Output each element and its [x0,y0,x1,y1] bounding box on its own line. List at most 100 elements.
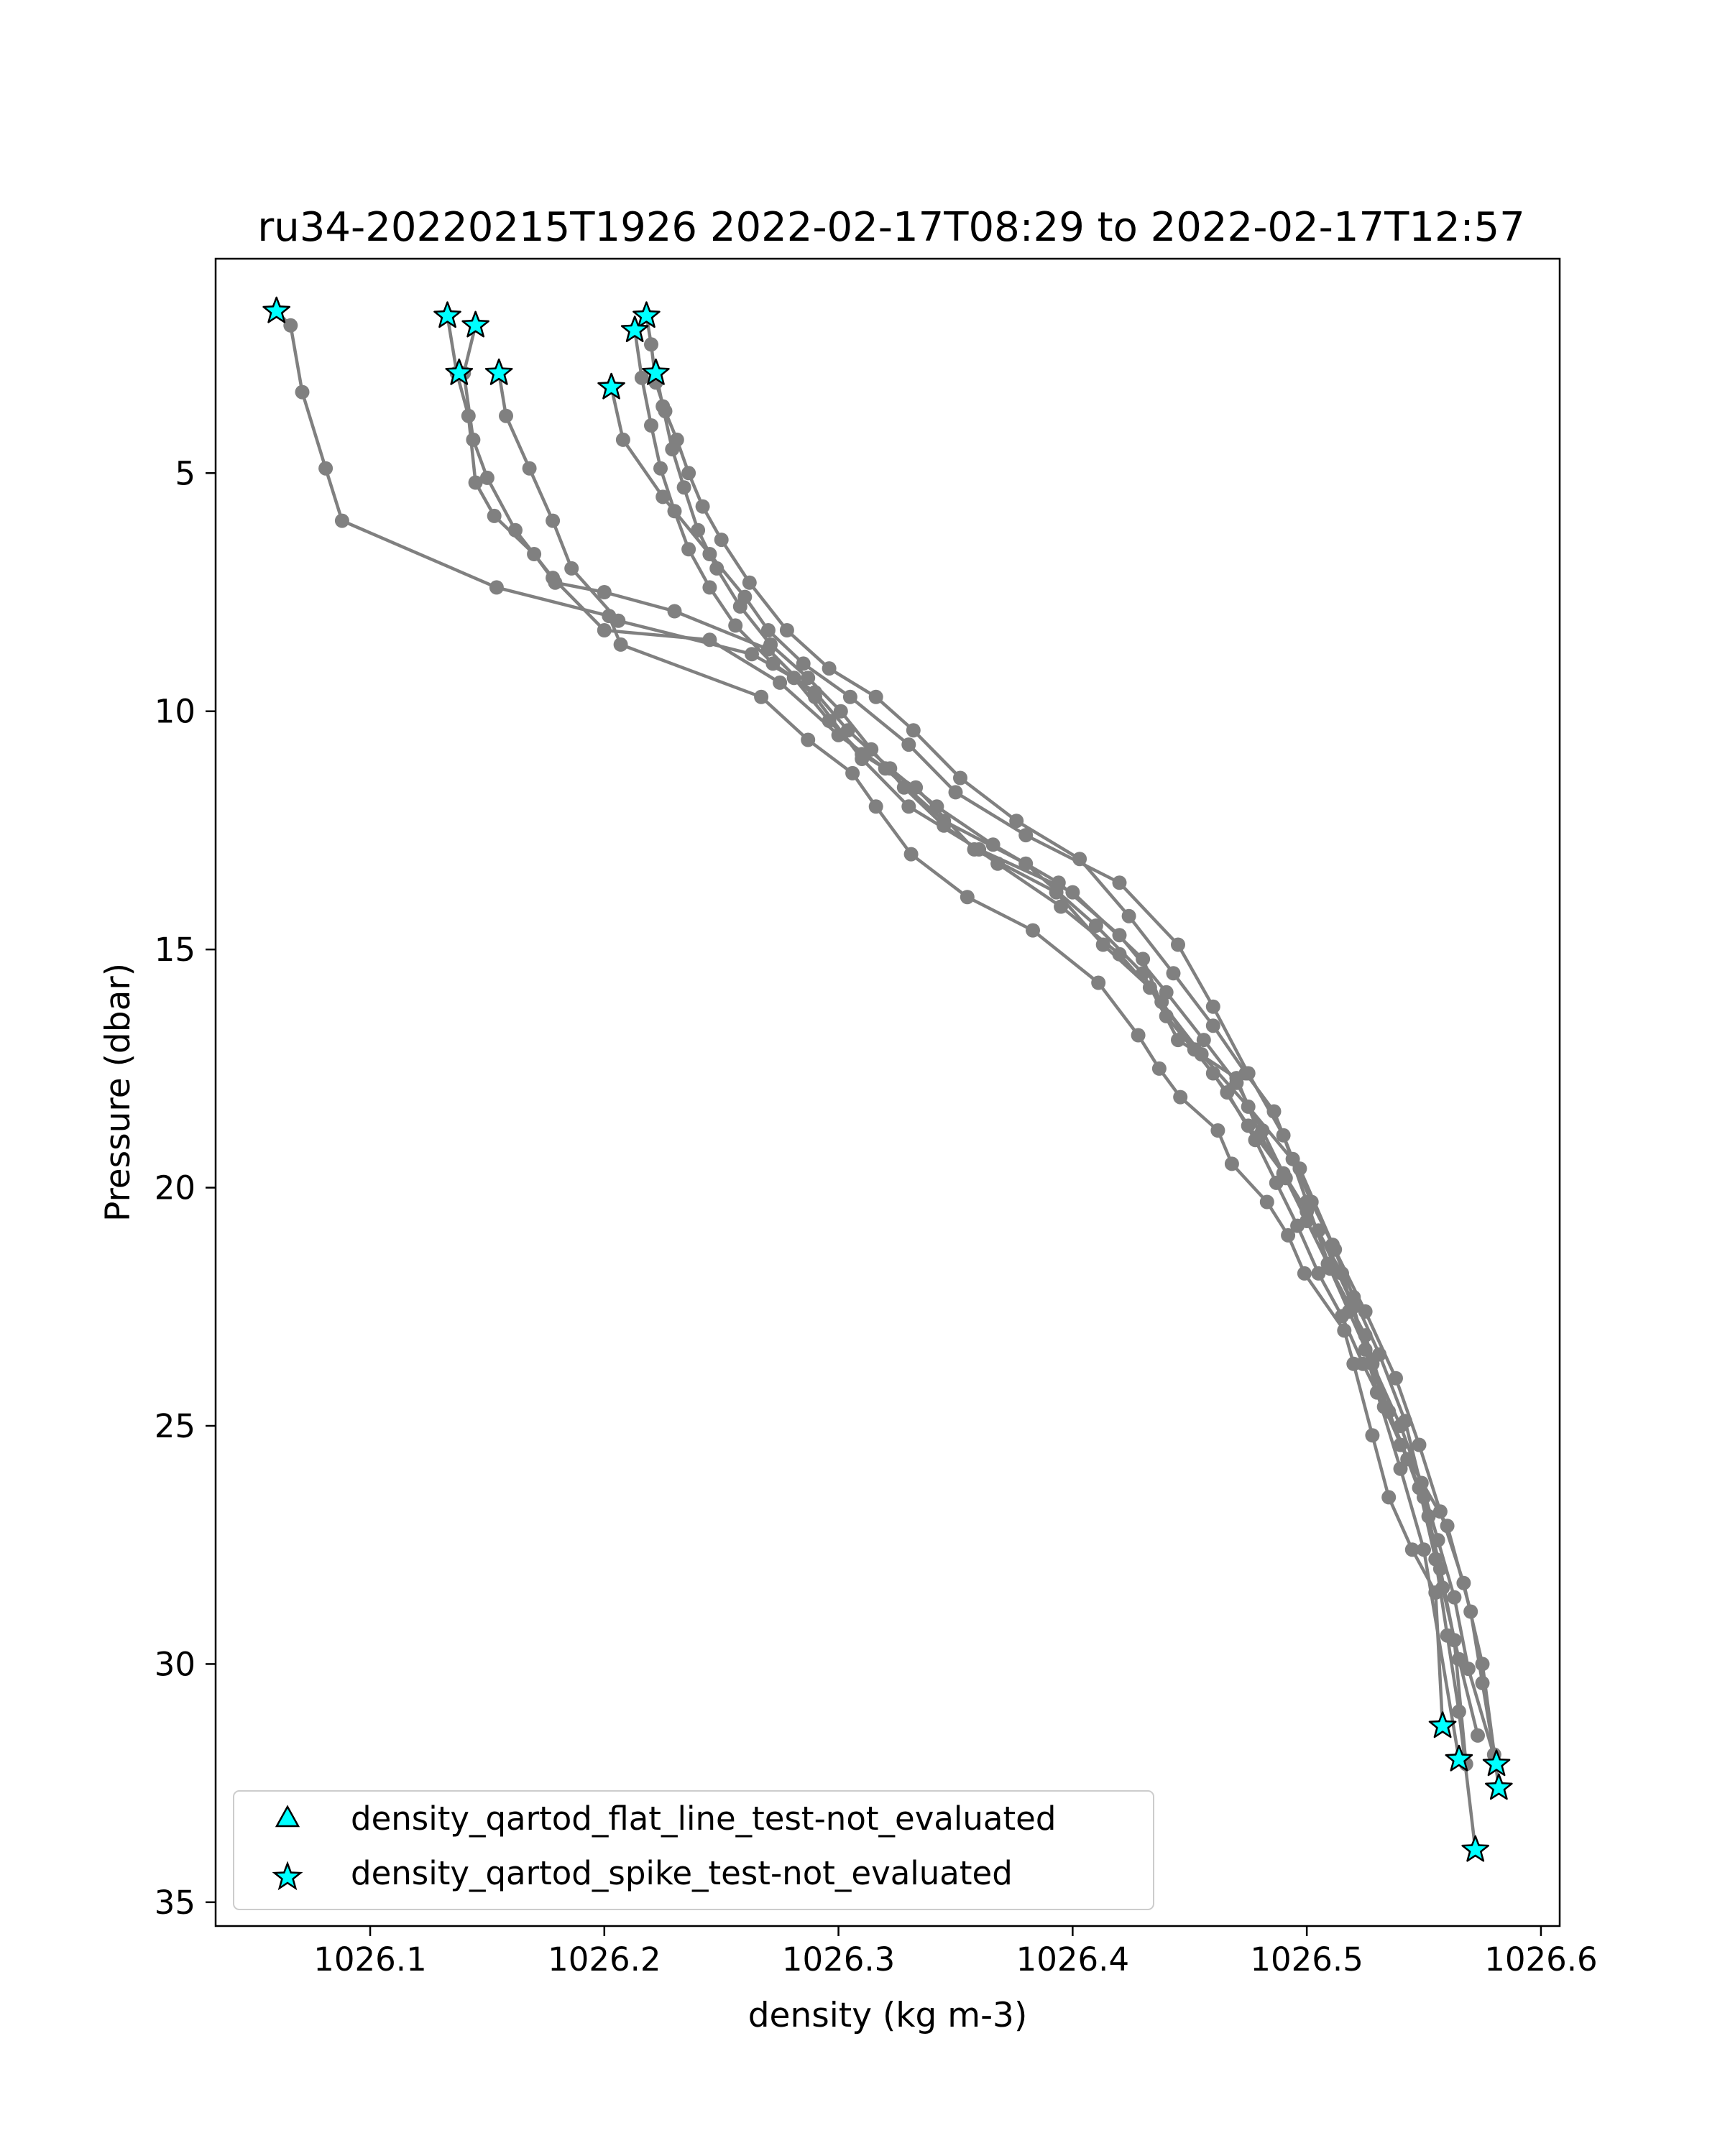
profile-point [990,856,1006,871]
profile-point [676,480,691,495]
profile-point [564,561,579,576]
profile-point [597,585,612,599]
profile-point [1475,1657,1490,1672]
profile-point [960,890,975,905]
profile-point [742,575,757,590]
profile-point [745,647,759,662]
profile-series-1 [269,303,1450,1733]
profile-point [906,723,921,738]
y-tick-label: 30 [155,1645,196,1683]
spike-flag-star [1482,1749,1511,1777]
spike-flag-layer [262,296,1513,1862]
profile-point [1072,852,1087,867]
profile-point [864,742,879,757]
profile-point [702,580,717,595]
x-axis: 1026.1 1026.2 1026.3 1026.4 1026.5 1026.6 [313,1926,1598,1978]
profile-point [1151,1061,1167,1076]
profile-point [1393,1419,1408,1433]
x-axis-label: density (kg m-3) [748,1996,1028,2035]
profile-point [1091,975,1106,990]
flat-line-triangle-icon [275,1805,300,1828]
profile-point [709,561,724,576]
profile-point [1460,1662,1476,1677]
profile-point [499,408,513,423]
profile-point [1238,1066,1254,1081]
profile-point [1154,995,1169,1010]
y-axis: 5 10 15 20 25 30 35 [155,454,216,1922]
profile-point [1389,1370,1403,1386]
profile-point [822,714,837,728]
profile-point [283,318,298,333]
profile-point [985,837,1000,852]
y-tick-label: 35 [155,1884,196,1922]
spike-flag-star [597,372,625,400]
profile-point [1356,1356,1371,1371]
profile-point [615,432,630,447]
profile-point [796,656,811,671]
profile-point [667,504,682,519]
profile-point [1269,1175,1284,1190]
profile-point [1297,1266,1312,1281]
profile-point [779,623,794,637]
profile-point [1346,1290,1361,1304]
profile-point [1412,1437,1427,1452]
profile-point [901,737,916,752]
profile-point [1311,1266,1326,1281]
profile-point [1018,828,1034,843]
profile-point [1205,999,1220,1014]
profile-point [1432,1504,1448,1519]
x-tick-label: 1026.2 [548,1940,661,1978]
profile-point [479,470,494,485]
x-tick-label: 1026.1 [313,1940,426,1978]
profile-point [489,580,504,595]
profile-point [613,637,628,652]
profile-point [318,461,334,476]
profile-point [1451,1651,1466,1667]
profile-point [522,461,537,476]
profile-point [948,785,963,800]
profile-point [1320,1256,1335,1271]
profile-point [1051,875,1066,890]
profile-point [1259,1194,1274,1210]
profile-point [1054,899,1069,914]
profile-point [929,799,944,814]
profile-point [1281,1227,1296,1243]
profile-point [508,522,523,538]
profile-point [334,513,349,528]
profile-point [1325,1238,1340,1253]
profile-point [1009,814,1024,829]
plot-frame [214,257,1561,1927]
y-axis-label: Pressure (dbar) [98,963,138,1222]
profile-point [760,623,776,637]
profile-point [1112,928,1127,943]
profile-point [765,656,781,671]
profile-point [801,671,816,686]
profile-point [653,461,668,476]
profile-point [295,384,310,400]
profile-point [1456,1575,1471,1590]
profile-point [773,675,788,690]
profile-point [1285,1151,1300,1166]
y-tick-label: 10 [155,693,196,731]
y-tick-label: 5 [175,454,196,492]
profile-point [691,522,706,538]
profile-point [1376,1399,1392,1414]
profile-point [1136,952,1151,967]
profile-point [644,418,658,433]
profile-point [714,533,729,548]
legend: density_qartod_flat_line_test-not_evalua… [233,1790,1154,1910]
profile-point [868,689,883,704]
profile-point [1173,1089,1188,1105]
profile-point [487,508,502,523]
profile-point [896,780,911,795]
x-tick-label: 1026.3 [782,1940,895,1978]
spike-flag-star [1445,1744,1473,1772]
profile-point [1400,1452,1415,1467]
profile-point [597,623,612,637]
profile-point [845,765,860,780]
profile-point [937,818,952,833]
profile-point [833,704,848,719]
profile-point [1171,937,1185,952]
profile-point [644,337,658,352]
